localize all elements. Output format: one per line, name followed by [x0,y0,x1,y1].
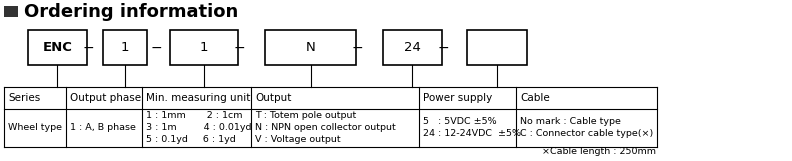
Text: 5   : 5VDC ±5%
24 : 12-24VDC  ±5%: 5 : 5VDC ±5% 24 : 12-24VDC ±5% [423,117,521,138]
FancyBboxPatch shape [170,30,238,65]
FancyBboxPatch shape [467,30,527,65]
Text: Output: Output [255,93,291,103]
FancyBboxPatch shape [265,30,356,65]
Text: Ordering information: Ordering information [24,3,238,21]
Text: −: − [438,41,449,54]
Text: Output phase: Output phase [70,93,141,103]
FancyBboxPatch shape [28,30,87,65]
Text: N: N [306,41,316,54]
Text: −: − [83,41,94,54]
Text: Cable: Cable [520,93,550,103]
FancyBboxPatch shape [103,30,147,65]
Text: 1 : 1mm       2 : 1cm
3 : 1m         4 : 0.01yd
5 : 0.1yd     6 : 1yd: 1 : 1mm 2 : 1cm 3 : 1m 4 : 0.01yd 5 : 0.… [146,111,251,144]
FancyBboxPatch shape [383,30,442,65]
Text: −: − [234,41,245,54]
Text: ENC: ENC [43,41,72,54]
Text: 1: 1 [200,41,208,54]
Text: −: − [150,41,162,54]
Text: 1 : A, B phase: 1 : A, B phase [70,123,135,132]
Bar [4,6,18,17]
Text: T : Totem pole output
N : NPN open collector output
V : Voltage output: T : Totem pole output N : NPN open colle… [255,111,396,144]
Text: Series: Series [8,93,40,103]
Text: No mark : Cable type
C : Connector cable type(×): No mark : Cable type C : Connector cable… [520,117,653,138]
Text: 1: 1 [120,41,129,54]
Text: ×Cable length : 250mm: ×Cable length : 250mm [542,147,656,156]
Text: Power supply: Power supply [423,93,492,103]
Text: Wheel type: Wheel type [8,123,62,132]
Text: Min. measuring unit: Min. measuring unit [146,93,250,103]
Text: 24: 24 [404,41,421,54]
Text: −: − [352,41,363,54]
